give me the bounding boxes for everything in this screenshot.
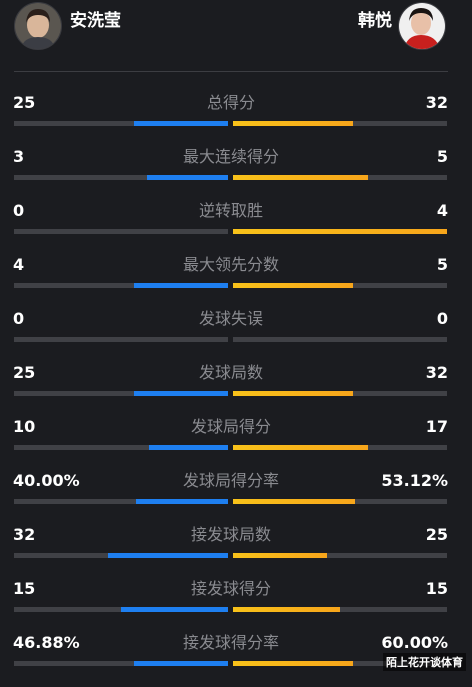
- stat-row: 46.88% 接发球得分率 60.00%: [0, 633, 472, 687]
- stat-row: 4 最大领先分数 5: [0, 255, 472, 309]
- stat-left-track: [14, 661, 228, 666]
- stat-left-value: 10: [13, 417, 36, 436]
- stat-right-bar: [233, 391, 353, 396]
- stat-label: 发球局得分: [190, 417, 271, 436]
- stat-right-track: [233, 445, 447, 450]
- stat-row: 10 发球局得分 17: [0, 417, 472, 471]
- stat-right-track: [233, 391, 447, 396]
- stat-right-value: 0: [436, 309, 448, 328]
- stat-left-bar: [121, 607, 228, 612]
- stat-right-value: 25: [425, 525, 448, 544]
- stat-left-track: [14, 175, 228, 180]
- stat-right-bar: [233, 499, 355, 504]
- stat-left-bar: [147, 175, 228, 180]
- stat-label: 接发球得分率: [182, 633, 279, 652]
- stat-right-value: 17: [425, 417, 448, 436]
- stat-left-value: 15: [13, 579, 36, 598]
- stat-left-value: 25: [13, 93, 36, 112]
- player-left-avatar[interactable]: [14, 2, 62, 50]
- stat-left-value: 46.88%: [13, 633, 80, 652]
- stat-left-value: 0: [13, 201, 25, 220]
- stat-row: 40.00% 发球局得分率 53.12%: [0, 471, 472, 525]
- stat-left-track: [14, 499, 228, 504]
- stat-left-value: 3: [13, 147, 25, 166]
- stat-label: 发球局得分率: [182, 471, 279, 490]
- stat-right-value: 15: [425, 579, 448, 598]
- stat-row: 15 接发球得分 15: [0, 579, 472, 633]
- stat-right-value: 5: [436, 255, 448, 274]
- stat-label: 最大领先分数: [182, 255, 279, 274]
- stat-left-value: 40.00%: [13, 471, 80, 490]
- stat-left-track: [14, 391, 228, 396]
- stat-right-track: [233, 229, 447, 234]
- stat-right-value: 60.00%: [381, 633, 448, 652]
- stat-right-bar: [233, 661, 353, 666]
- stat-left-bar: [108, 553, 228, 558]
- header-divider: [14, 71, 448, 72]
- stat-left-bar: [149, 445, 228, 450]
- stat-left-bar: [136, 499, 228, 504]
- stat-left-value: 0: [13, 309, 25, 328]
- match-header: 安洗莹 韩悦: [0, 0, 472, 60]
- stat-left-value: 25: [13, 363, 36, 382]
- stat-row: 0 逆转取胜 4: [0, 201, 472, 255]
- stat-right-bar: [233, 607, 340, 612]
- player-right-avatar[interactable]: [398, 2, 446, 50]
- stat-left-bar: [134, 661, 228, 666]
- stat-left-track: [14, 229, 228, 234]
- stat-row: 3 最大连续得分 5: [0, 147, 472, 201]
- stat-right-track: [233, 499, 447, 504]
- stat-label: 总得分: [206, 93, 255, 112]
- watermark: 陌上花开谈体育: [383, 653, 466, 671]
- player-right-name: 韩悦: [358, 11, 392, 31]
- stat-label: 接发球得分: [190, 579, 271, 598]
- stat-left-track: [14, 607, 228, 612]
- stat-row: 25 发球局数 32: [0, 363, 472, 417]
- stat-right-track: [233, 175, 447, 180]
- stat-label: 最大连续得分: [182, 147, 279, 166]
- stat-right-bar: [233, 283, 353, 288]
- stat-right-track: [233, 661, 447, 666]
- stat-left-value: 32: [13, 525, 36, 544]
- stat-right-track: [233, 283, 447, 288]
- stat-right-track: [233, 337, 447, 342]
- stat-right-bar: [233, 553, 327, 558]
- stat-row: 25 总得分 32: [0, 93, 472, 147]
- stat-label: 发球局数: [198, 363, 263, 382]
- stat-label: 接发球局数: [190, 525, 271, 544]
- stat-left-value: 4: [13, 255, 25, 274]
- stat-right-track: [233, 121, 447, 126]
- stat-label: 发球失误: [198, 309, 263, 328]
- stat-right-track: [233, 553, 447, 558]
- stat-left-track: [14, 283, 228, 288]
- stat-label: 逆转取胜: [198, 201, 263, 220]
- stat-left-bar: [134, 283, 228, 288]
- stat-right-value: 4: [436, 201, 448, 220]
- player-right-photo-icon: [399, 3, 445, 49]
- stat-right-value: 5: [436, 147, 448, 166]
- stat-right-value: 53.12%: [381, 471, 448, 490]
- stat-left-track: [14, 121, 228, 126]
- stat-row: 0 发球失误 0: [0, 309, 472, 363]
- stat-row: 32 接发球局数 25: [0, 525, 472, 579]
- stat-right-value: 32: [425, 363, 448, 382]
- stat-left-track: [14, 337, 228, 342]
- player-left-name: 安洗莹: [70, 11, 121, 31]
- stat-right-bar: [233, 175, 368, 180]
- stat-right-bar: [233, 121, 353, 126]
- stat-right-bar: [233, 445, 368, 450]
- stat-right-track: [233, 607, 447, 612]
- stat-left-bar: [134, 121, 228, 126]
- stat-left-bar: [134, 391, 228, 396]
- stat-left-track: [14, 553, 228, 558]
- stat-right-bar: [233, 229, 447, 234]
- player-left-photo-icon: [15, 3, 61, 49]
- stat-right-value: 32: [425, 93, 448, 112]
- stat-left-track: [14, 445, 228, 450]
